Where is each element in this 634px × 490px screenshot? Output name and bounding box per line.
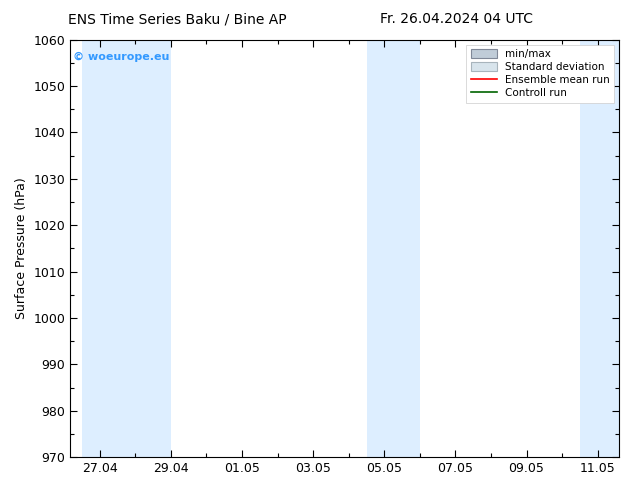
Text: ENS Time Series Baku / Bine AP: ENS Time Series Baku / Bine AP [68, 12, 287, 26]
Text: Fr. 26.04.2024 04 UTC: Fr. 26.04.2024 04 UTC [380, 12, 533, 26]
Y-axis label: Surface Pressure (hPa): Surface Pressure (hPa) [15, 177, 28, 319]
Bar [580, 40, 619, 457]
Legend: min/max, Standard deviation, Ensemble mean run, Controll run: min/max, Standard deviation, Ensemble me… [467, 45, 614, 102]
Bar [82, 40, 136, 457]
Bar [366, 40, 402, 457]
Bar [136, 40, 171, 457]
Bar [402, 40, 420, 457]
Text: © woeurope.eu: © woeurope.eu [73, 52, 169, 62]
